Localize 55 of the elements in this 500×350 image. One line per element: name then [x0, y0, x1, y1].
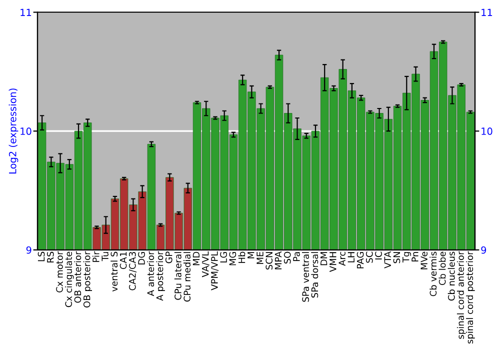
- x-tick-label: Pn: [412, 252, 418, 262]
- x-tick-label: VPM/VPL: [211, 251, 219, 290]
- x-tick-label: DM: [320, 252, 328, 266]
- x-tick-label: spinal cord posterior: [466, 251, 475, 344]
- x-tick-label: MPA: [274, 251, 282, 270]
- x-tick-label: LS: [38, 252, 45, 262]
- x-tick-label: PAG: [356, 252, 364, 268]
- y2-tick-label: 10: [482, 128, 492, 135]
- x-tick-label: RS: [46, 252, 54, 262]
- x-tick-label: CA2/CA3: [128, 252, 137, 290]
- y-tick-label: 10: [20, 128, 32, 135]
- x-tick-label: SPa ventral: [302, 252, 309, 302]
- x-tick-label: VA/VL: [202, 251, 210, 278]
- x-tick-label: CPu medial: [184, 252, 191, 302]
- x-tick-label: Cb vermis: [430, 252, 437, 296]
- x-tick-label: CPu lateral: [174, 252, 182, 300]
- x-tick-label: GP: [165, 252, 172, 264]
- x-tick-label: A posterior: [156, 251, 165, 301]
- x-tick-label: ME: [256, 252, 264, 264]
- x-tick-label: VMH: [330, 252, 336, 272]
- x-tick-label: Arc: [338, 252, 346, 266]
- x-tick-label: spinal cord anterior: [456, 251, 466, 339]
- x-tick-label: Cb nucleus: [448, 252, 455, 301]
- x-tick-label: A anterior: [147, 251, 154, 296]
- x-tick-label: MD: [192, 252, 200, 266]
- x-tick-label: IC: [375, 252, 382, 260]
- x-tick-label: Cx motor: [56, 251, 63, 292]
- x-tick-label: LG: [220, 252, 227, 262]
- x-tick-label: CA1: [120, 252, 127, 270]
- x-tick-label: Tu: [102, 252, 108, 262]
- x-tick-label: Pa: [293, 252, 300, 261]
- y2-tick-label: 9: [481, 246, 486, 254]
- x-tick-label: VTA: [384, 251, 391, 268]
- x-tick-label: SC: [366, 252, 373, 263]
- x-tick-label: SCN: [266, 252, 273, 270]
- x-tick-label: OB posterior: [83, 251, 92, 308]
- x-tick-label: MVe: [420, 252, 428, 270]
- x-tick-label: SN: [393, 252, 400, 264]
- x-tick-label: MG: [229, 252, 236, 266]
- x-tick-label: Cb lobe: [438, 252, 446, 286]
- y-tick-label: 9: [26, 246, 32, 254]
- x-tick-label: Pir: [92, 251, 100, 262]
- y-tick-label: 11: [20, 8, 32, 16]
- y-axis-title: Log2 (expression): [8, 88, 18, 174]
- x-tick-label: Cx cingulate: [65, 252, 74, 308]
- x-tick-label: Tg: [402, 252, 412, 263]
- x-tick-label: OB anterior: [74, 251, 82, 303]
- x-tick-label: LH: [348, 252, 354, 262]
- x-tick-label: Hb: [238, 252, 246, 263]
- x-tick-label: SPa dorsal: [311, 252, 318, 298]
- x-tick-label: ventral S: [110, 252, 118, 292]
- x-tick-label: DG: [138, 252, 145, 264]
- y2-tick-label: 11: [482, 8, 492, 16]
- x-tick-label: M: [248, 252, 254, 258]
- x-tick-label: SO: [284, 252, 291, 264]
